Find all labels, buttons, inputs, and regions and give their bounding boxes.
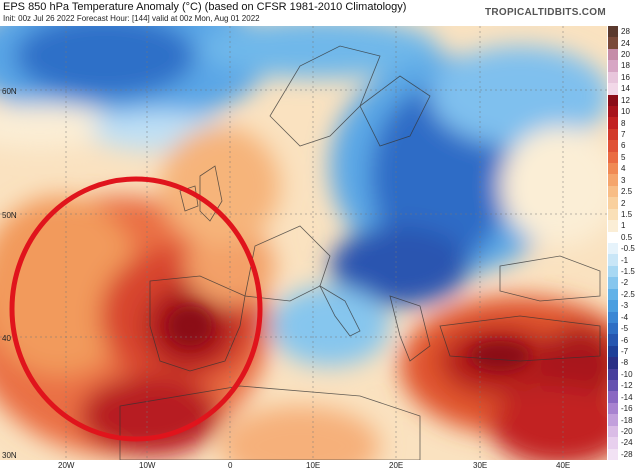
colorbar-label: 16 <box>621 72 630 82</box>
colorbar-label: 0.5 <box>621 232 633 242</box>
colorbar-swatch <box>608 37 618 50</box>
colorbar-label: -3 <box>621 301 629 311</box>
y-tick-30n: 30N <box>2 451 17 460</box>
colorbar-swatch <box>608 277 618 290</box>
colorbar-swatch <box>608 265 618 278</box>
colorbar-swatch <box>608 414 618 427</box>
colorbar-label: -18 <box>621 415 633 425</box>
colorbar-label: 3 <box>621 175 626 185</box>
colorbar-swatch <box>608 151 618 164</box>
colorbar-swatch <box>608 105 618 118</box>
colorbar-label: -24 <box>621 438 633 448</box>
colorbar-swatch <box>608 163 618 175</box>
colorbar-label: -12 <box>621 381 633 391</box>
colorbar-swatch <box>608 380 618 392</box>
colorbar-swatch <box>608 197 618 210</box>
colorbar-label: -14 <box>621 392 633 402</box>
colorbar-swatch <box>608 243 618 255</box>
colorbar-label: 6 <box>621 141 626 151</box>
colorbar-label: -2 <box>621 278 629 288</box>
colorbar-swatch <box>608 185 618 198</box>
y-tick-60n: 60N <box>2 87 17 96</box>
colorbar-label: 10 <box>621 107 630 117</box>
colorbar-label: -28 <box>621 449 633 459</box>
colorbar-swatch <box>608 254 618 267</box>
colorbar-swatch <box>608 208 618 221</box>
colorbar-label: 4 <box>621 164 626 174</box>
y-axis-labels: 60N 50N 40 30N <box>2 87 17 460</box>
x-axis: 20W 10W 0 10E 20E 30E 40E <box>0 460 607 473</box>
graticule <box>0 26 607 460</box>
colorbar-label: 24 <box>621 38 630 48</box>
color-scale-legend: 28 24 20 18 16 14 12 10 8 7 6 5 4 3 2.5 2 1.5 1 0.5 -0.5 -1 -… <box>607 26 640 461</box>
colorbar-label: -5 <box>621 324 629 334</box>
colorbar-swatch <box>608 83 618 95</box>
colorbar-swatch <box>608 402 618 415</box>
red-circle-annotation <box>9 176 263 442</box>
colorbar-swatch <box>608 71 618 84</box>
colorbar-swatch <box>608 128 618 141</box>
colorbar-label: 20 <box>621 50 630 60</box>
colorbar-swatch <box>608 300 618 312</box>
colorbar-label: 1.5 <box>621 209 633 219</box>
colorbar-label: -4 <box>621 312 629 322</box>
colorbar-label: -16 <box>621 404 633 414</box>
colorbar-label: -0.5 <box>621 244 635 254</box>
colorbar-swatch <box>608 48 618 61</box>
x-tick-20e: 20E <box>389 461 404 470</box>
coastlines <box>119 45 601 460</box>
colorbar-label: -7 <box>621 347 629 356</box>
colorbar-swatch <box>608 231 618 244</box>
colorbar-label: -1 <box>621 255 629 265</box>
colorbar-swatch <box>608 437 618 450</box>
colorbar-label: 12 <box>621 95 630 105</box>
colorbar-label: -8 <box>621 358 629 368</box>
colorbar-label: 2 <box>621 198 626 208</box>
colorbar-label: 28 <box>621 27 630 37</box>
colorbar-swatch <box>608 117 618 130</box>
x-tick-0: 0 <box>228 461 233 470</box>
colorbar-label: 14 <box>621 84 630 94</box>
colorbar-swatch <box>608 140 618 153</box>
colorbar-label: 2.5 <box>621 187 633 197</box>
colorbar-label: -1.5 <box>621 267 635 277</box>
colorbar-swatch <box>608 322 618 335</box>
colorbar-swatch <box>608 345 618 358</box>
colorbar-swatch <box>608 425 618 438</box>
colorbar-label: 18 <box>621 61 630 71</box>
colorbar-swatch <box>608 357 618 370</box>
header: EPS 850 hPa Temperature Anomaly (°C) (ba… <box>0 0 640 26</box>
x-tick-20w: 20W <box>58 461 75 470</box>
colorbar-label: -2.5 <box>621 289 635 299</box>
colorbar-label: 5 <box>621 152 626 162</box>
colorbar-swatch <box>608 174 618 187</box>
map-subtitle: Init: 00z Jul 26 2022 Forecast Hour: [14… <box>3 14 260 23</box>
colorbar-swatch <box>608 26 618 38</box>
colorbar-label: 8 <box>621 118 626 128</box>
colorbar-label: -10 <box>621 369 633 379</box>
colorbar-swatch <box>608 60 618 73</box>
colorbar-swatch <box>608 368 618 381</box>
colorbar-label: -20 <box>621 426 633 436</box>
colorbar-swatch <box>608 220 618 233</box>
colorbar-swatch <box>608 288 618 301</box>
map-title: EPS 850 hPa Temperature Anomaly (°C) (ba… <box>3 1 407 13</box>
colorbar-swatch <box>608 311 618 324</box>
y-tick-40: 40 <box>2 334 11 343</box>
x-tick-10e: 10E <box>306 461 321 470</box>
colorbar-swatch <box>608 391 618 404</box>
x-tick-10w: 10W <box>139 461 156 470</box>
colorbar-label: 1 <box>621 221 626 231</box>
colorbar-swatch <box>608 448 618 461</box>
colorbar-swatch <box>608 334 618 347</box>
brand-label: TROPICALTIDBITS.COM <box>484 7 606 18</box>
colorbar-swatch <box>608 94 618 107</box>
anomaly-map: 60N 50N 40 30N <box>0 26 607 460</box>
y-tick-50n: 50N <box>2 211 17 220</box>
colorbar-label: 7 <box>621 130 626 139</box>
colorbar-label: -6 <box>621 335 629 345</box>
x-tick-40e: 40E <box>556 461 571 470</box>
x-tick-30e: 30E <box>473 461 488 470</box>
